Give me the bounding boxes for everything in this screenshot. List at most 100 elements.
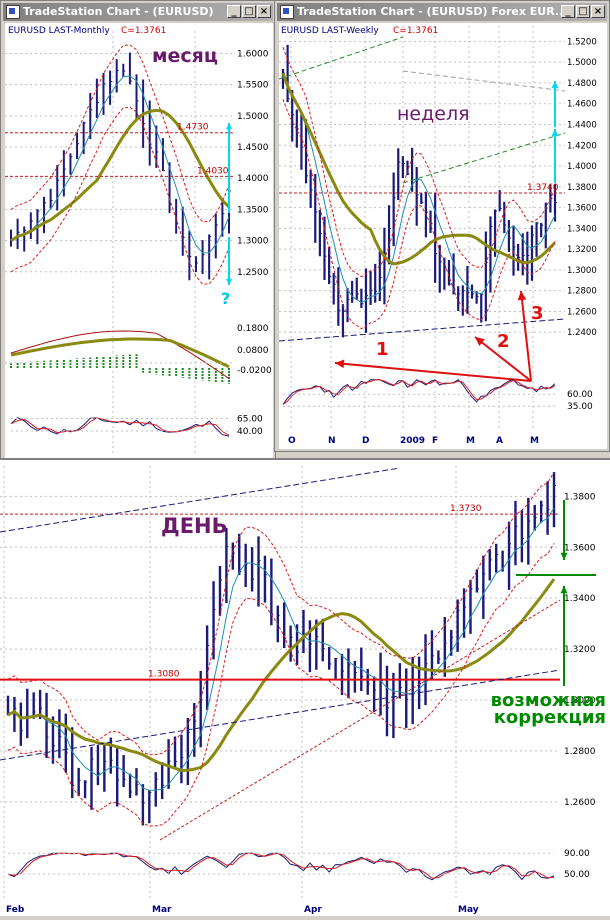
y-tick-label: 1.3200 bbox=[564, 645, 596, 655]
y-tick-label: 1.6000 bbox=[237, 49, 269, 59]
stochastic-tick-label: 65.00 bbox=[237, 415, 263, 425]
y-tick-label: 1.5500 bbox=[237, 81, 269, 91]
y-tick-label: 1.3800 bbox=[567, 183, 597, 193]
daily-lower-trendline bbox=[0, 669, 561, 761]
monthly-chart-area[interactable]: 1.6000 1.5500 1.5000 1.4500 1.4000 1.3500 1.30… bbox=[5, 23, 273, 469]
y-tick-label: 1.2500 bbox=[237, 268, 269, 278]
x-tick-label: Mar bbox=[152, 905, 172, 915]
monthly-question-mark: ? bbox=[221, 289, 231, 308]
daily-down-arrow-head bbox=[560, 552, 568, 560]
weekly-chart-title: EURUSD LAST-Weekly bbox=[281, 26, 379, 36]
y-tick-label: 1.3600 bbox=[567, 204, 597, 214]
stochastic-tick-label: 50.00 bbox=[564, 870, 590, 880]
daily-chart-area[interactable]: 1.3800 1.3600 1.3400 1.3200 1.3000 1.2800 1.26… bbox=[0, 458, 610, 916]
weekly-up-arrow-upper-head bbox=[551, 81, 559, 89]
tradestation-app-icon bbox=[280, 5, 294, 19]
x-tick-label: A bbox=[496, 436, 503, 446]
weekly-last-price: C=1.3761 bbox=[393, 26, 439, 36]
weekly-up-arrow-lower-head bbox=[551, 129, 559, 137]
y-tick-label: 1.4200 bbox=[567, 141, 597, 151]
envelope-upper bbox=[282, 47, 556, 278]
x-tick-label: F bbox=[432, 436, 438, 446]
x-tick-label: N bbox=[328, 436, 336, 446]
weekly-red-arrow-1-head bbox=[335, 359, 345, 369]
monthly-window-title: TradeStation Chart - (EURUSD) bbox=[23, 5, 214, 18]
weekly-price-chart: 1.5200 1.5000 1.4800 1.4600 1.4400 1.4200 1.40… bbox=[278, 21, 607, 449]
weekly-annotation: неделя bbox=[397, 103, 470, 125]
weekly-support-trendline bbox=[278, 318, 566, 342]
y-tick-label: 1.2400 bbox=[567, 328, 597, 338]
daily-annotation: ДЕНЬ bbox=[161, 514, 228, 538]
y-tick-label: 1.4000 bbox=[567, 162, 597, 172]
close-button[interactable]: × bbox=[591, 5, 605, 18]
minimize-button[interactable]: _ bbox=[227, 5, 241, 18]
long-moving-average bbox=[7, 578, 556, 773]
x-tick-label: O bbox=[288, 436, 296, 446]
x-tick-label: M bbox=[466, 436, 475, 446]
y-tick-label: 1.4400 bbox=[567, 120, 597, 130]
price-level-label: 1.4730 bbox=[177, 123, 209, 133]
weekly-window-title: TradeStation Chart - (EURUSD) Forex EUR.… bbox=[297, 5, 568, 18]
x-tick-label: Feb bbox=[6, 905, 25, 915]
minimize-button[interactable]: _ bbox=[561, 5, 575, 18]
envelope-lower bbox=[10, 106, 230, 285]
daily-price-chart: 1.3800 1.3600 1.3400 1.3200 1.3000 1.2800 1.26… bbox=[0, 460, 610, 916]
macd-main-line bbox=[10, 337, 230, 369]
monthly-window-titlebar[interactable]: TradeStation Chart - (EURUSD) _ □ × bbox=[3, 3, 273, 21]
y-tick-label: 1.3000 bbox=[564, 696, 596, 706]
weekly-green-trendline-2 bbox=[402, 132, 566, 184]
short-moving-average bbox=[10, 75, 230, 254]
weekly-chart-area[interactable]: 1.5200 1.5000 1.4800 1.4600 1.4400 1.4200 1.40… bbox=[278, 21, 607, 449]
envelope-upper bbox=[10, 44, 230, 223]
stochastic-d-line bbox=[282, 379, 556, 405]
y-tick-label: 1.4600 bbox=[567, 100, 597, 110]
stochastic-tick-label: 35.00 bbox=[567, 402, 593, 412]
x-tick-label: May bbox=[458, 905, 479, 915]
chart-background bbox=[5, 23, 273, 469]
y-tick-label: 1.3000 bbox=[237, 237, 269, 247]
stochastic-tick-label: 60.00 bbox=[567, 390, 593, 400]
weekly-arrow-label-2: 2 bbox=[497, 331, 510, 352]
daily-upper-trendline bbox=[0, 467, 401, 533]
macd-tick-label: 0.0800 bbox=[237, 346, 269, 356]
close-button[interactable]: × bbox=[257, 5, 271, 18]
weekly-chart-window: TradeStation Chart - (EURUSD) Forex EUR.… bbox=[274, 0, 610, 452]
monthly-chart-title: EURUSD LAST-Monthly bbox=[8, 26, 110, 36]
monthly-up-arrow-head bbox=[225, 123, 233, 130]
stochastic-tick-label: 40.00 bbox=[237, 427, 263, 437]
x-tick-label: M bbox=[530, 436, 539, 446]
y-tick-label: 1.3500 bbox=[237, 205, 269, 215]
daily-channel-line bbox=[159, 599, 561, 841]
monthly-down-arrow-head bbox=[225, 278, 233, 285]
price-level-label: 1.3740 bbox=[527, 183, 559, 193]
maximize-button[interactable]: □ bbox=[242, 5, 256, 18]
price-level-label: 1.3730 bbox=[450, 504, 482, 514]
weekly-red-arrow-1-shaft bbox=[334, 362, 532, 382]
y-tick-label: 1.2600 bbox=[564, 798, 596, 808]
x-tick-label: D bbox=[362, 436, 369, 446]
daily-correction-note: возможная коррекция bbox=[490, 690, 606, 728]
stochastic-d-line bbox=[7, 852, 555, 879]
x-tick-label: Apr bbox=[304, 905, 322, 915]
y-tick-label: 1.3800 bbox=[564, 492, 596, 502]
y-tick-label: 1.2800 bbox=[564, 747, 596, 757]
y-tick-label: 1.2800 bbox=[567, 287, 597, 297]
weekly-red-arrow-2-shaft bbox=[474, 336, 532, 382]
y-tick-label: 1.4800 bbox=[567, 79, 597, 89]
y-tick-label: 1.5000 bbox=[567, 58, 597, 68]
short-moving-average bbox=[282, 73, 556, 304]
chart-background bbox=[0, 460, 610, 916]
weekly-window-titlebar[interactable]: TradeStation Chart - (EURUSD) Forex EUR.… bbox=[277, 3, 607, 21]
y-tick-label: 1.3000 bbox=[567, 266, 597, 276]
monthly-price-chart: 1.6000 1.5500 1.5000 1.4500 1.4000 1.3500 1.30… bbox=[5, 23, 273, 469]
long-moving-average bbox=[10, 108, 231, 242]
monthly-chart-window: TradeStation Chart - (EURUSD) _ □ × 1.6000… bbox=[0, 0, 276, 472]
weekly-red-arrow-3-shaft bbox=[520, 290, 532, 382]
maximize-button[interactable]: □ bbox=[576, 5, 590, 18]
y-tick-label: 1.5200 bbox=[567, 37, 597, 47]
y-tick-label: 1.3400 bbox=[564, 594, 596, 604]
y-tick-label: 1.3200 bbox=[567, 245, 597, 255]
price-level-label: 1.3080 bbox=[148, 670, 180, 680]
macd-tick-label: 0.1800 bbox=[237, 324, 269, 334]
weekly-red-arrow-2-head bbox=[475, 337, 485, 346]
